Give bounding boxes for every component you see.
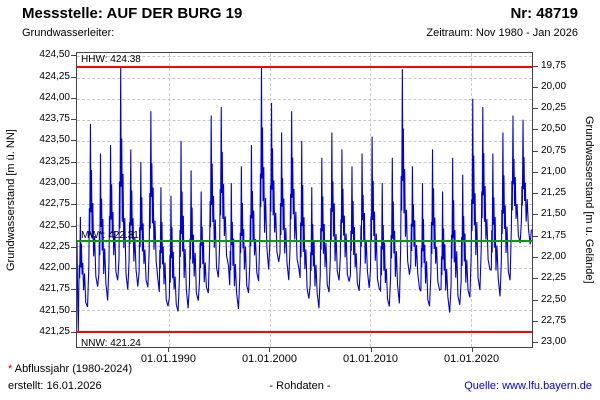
h-gridline — [77, 140, 532, 142]
footnote-text: Abflussjahr (1980-2024) — [12, 363, 133, 375]
y-axis-right-tick-mark — [533, 320, 538, 322]
y-axis-right-tick-label: 21,00 — [541, 165, 567, 177]
y-axis-left-tick-label: 423,00 — [39, 176, 70, 188]
y-axis-right-tick-mark — [533, 129, 538, 131]
footnote: * Abflussjahr (1980-2024) — [8, 363, 132, 375]
h-gridline — [77, 204, 532, 206]
y-axis-right-tick-label: 22,25 — [541, 272, 567, 284]
hhw-label: HHW: 424.38 — [81, 53, 141, 65]
y-axis-left-tick-label: 424,25 — [39, 70, 70, 82]
x-axis-tick-label: 01.01.1990 — [140, 353, 196, 365]
y-axis-left-tick-label: 421,25 — [39, 325, 70, 337]
hhw-line — [77, 65, 532, 68]
y-axis-right-tick-mark — [533, 65, 538, 67]
y-axis-right-tick-mark — [533, 235, 538, 237]
footnote-asterisk: * — [8, 363, 13, 375]
y-axis-right-tick-mark — [533, 193, 538, 195]
y-axis-right-tick-label: 22,00 — [541, 250, 567, 262]
y-axis-right-tick-label: 21,25 — [541, 187, 567, 199]
page-title: Messstelle: AUF DER BURG 19 — [22, 5, 243, 22]
y-axis-right-tick-mark — [533, 171, 538, 173]
y-axis-left-tick-label: 422,25 — [39, 240, 70, 252]
source-link[interactable]: Quelle: www.lfu.bayern.de — [464, 380, 592, 392]
x-axis-tick-mark — [471, 348, 473, 352]
y-axis-right-tick-mark — [533, 150, 538, 152]
y-axis-right-tick-mark — [533, 108, 538, 110]
groundwater-series-svg — [77, 66, 532, 332]
y-axis-right-tick-label: 22,75 — [541, 314, 567, 326]
period-label: Zeitraum: Nov 1980 - Jan 2026 — [426, 27, 578, 39]
y-axis-left-tick-mark — [71, 55, 76, 57]
y-axis-right-tick-label: 19,75 — [541, 59, 567, 71]
y-axis-left-tick-mark — [71, 268, 76, 270]
plot-area: HHW: 424.38 MW*: 422.31 NNW: 421.24 — [76, 52, 533, 349]
created-date: erstellt: 16.01.2026 — [8, 380, 102, 392]
h-gridline — [77, 56, 532, 58]
h-gridline — [77, 98, 532, 100]
y-axis-left-tick-mark — [71, 225, 76, 227]
y-axis-right-tick-mark — [533, 86, 538, 88]
y-axis-right-tick-label: 20,00 — [541, 80, 567, 92]
y-axis-left-tick-label: 423,25 — [39, 155, 70, 167]
nnw-line — [77, 330, 532, 333]
mw-label: MW*: 422.31 — [81, 229, 139, 241]
groundwater-series-line — [77, 66, 532, 332]
y-axis-left-tick-mark — [71, 204, 76, 206]
x-axis-tick-mark — [370, 348, 372, 352]
y-axis-left-tick-mark — [71, 289, 76, 291]
h-gridline — [77, 77, 532, 79]
x-axis-tick-mark — [168, 348, 170, 352]
h-gridline — [77, 183, 532, 185]
y-axis-left-tick-mark — [71, 310, 76, 312]
y-axis-left-tick-label: 424,00 — [39, 91, 70, 103]
x-axis-tick-label: 01.01.2000 — [241, 353, 298, 365]
x-axis-tick-label: 01.01.2020 — [444, 353, 500, 365]
y-axis-left-tick-label: 424,50 — [39, 49, 70, 61]
v-gridline — [169, 53, 171, 347]
nnw-label: NNW: 421.24 — [81, 337, 141, 349]
mw-line — [77, 240, 532, 243]
y-axis-right-tick-mark — [533, 214, 538, 216]
aquifer-label: Grundwasserleiter: — [22, 27, 115, 39]
station-number: Nr: 48719 — [510, 5, 578, 22]
y-axis-left-label: Grundwasserstand [m ü. NN] — [5, 129, 17, 271]
y-axis-right-label: Grundwasserstand [m u. Gelände] — [583, 116, 595, 284]
y-axis-right-tick-label: 21,50 — [541, 208, 567, 220]
y-axis-left-tick-mark — [71, 119, 76, 121]
y-axis-left-tick-label: 421,50 — [39, 304, 70, 316]
data-type-label: - Rohdaten - — [269, 380, 331, 392]
y-axis-left-tick-label: 422,50 — [39, 219, 70, 231]
x-axis-tick-label: 01.01.2010 — [342, 353, 399, 365]
y-axis-left-tick-mark — [71, 140, 76, 142]
y-axis-right-tick-label: 20,25 — [541, 102, 567, 114]
y-axis-left-tick-label: 421,75 — [39, 283, 70, 295]
y-axis-right-tick-label: 20,50 — [541, 123, 567, 135]
y-axis-left-tick-mark — [71, 182, 76, 184]
y-axis-right-tick-label: 23,00 — [541, 336, 567, 348]
h-gridline — [77, 309, 532, 311]
y-axis-right-tick-mark — [533, 299, 538, 301]
y-axis-right-tick-mark — [533, 278, 538, 280]
y-axis-right-tick-label: 22,50 — [541, 293, 567, 305]
y-axis-left-tick-mark — [71, 97, 76, 99]
y-axis-left-tick-mark — [71, 76, 76, 78]
y-axis-left-tick-label: 422,75 — [39, 198, 70, 210]
y-axis-right-tick-label: 21,75 — [541, 229, 567, 241]
y-axis-left-tick-label: 423,50 — [39, 134, 70, 146]
h-gridline — [77, 161, 532, 163]
v-gridline — [370, 53, 372, 347]
h-gridline — [77, 288, 532, 290]
h-gridline — [77, 119, 532, 121]
y-axis-right-tick-mark — [533, 342, 538, 344]
y-axis-right-tick-mark — [533, 256, 538, 258]
y-axis-left-tick-label: 423,75 — [39, 113, 70, 125]
y-axis-left-tick-label: 422,00 — [39, 262, 70, 274]
y-axis-left-tick-mark — [71, 161, 76, 163]
y-axis-right-tick-label: 20,75 — [541, 144, 567, 156]
x-axis-tick-mark — [269, 348, 271, 352]
y-axis-left-tick-mark — [71, 246, 76, 248]
y-axis-left-tick-mark — [71, 331, 76, 333]
